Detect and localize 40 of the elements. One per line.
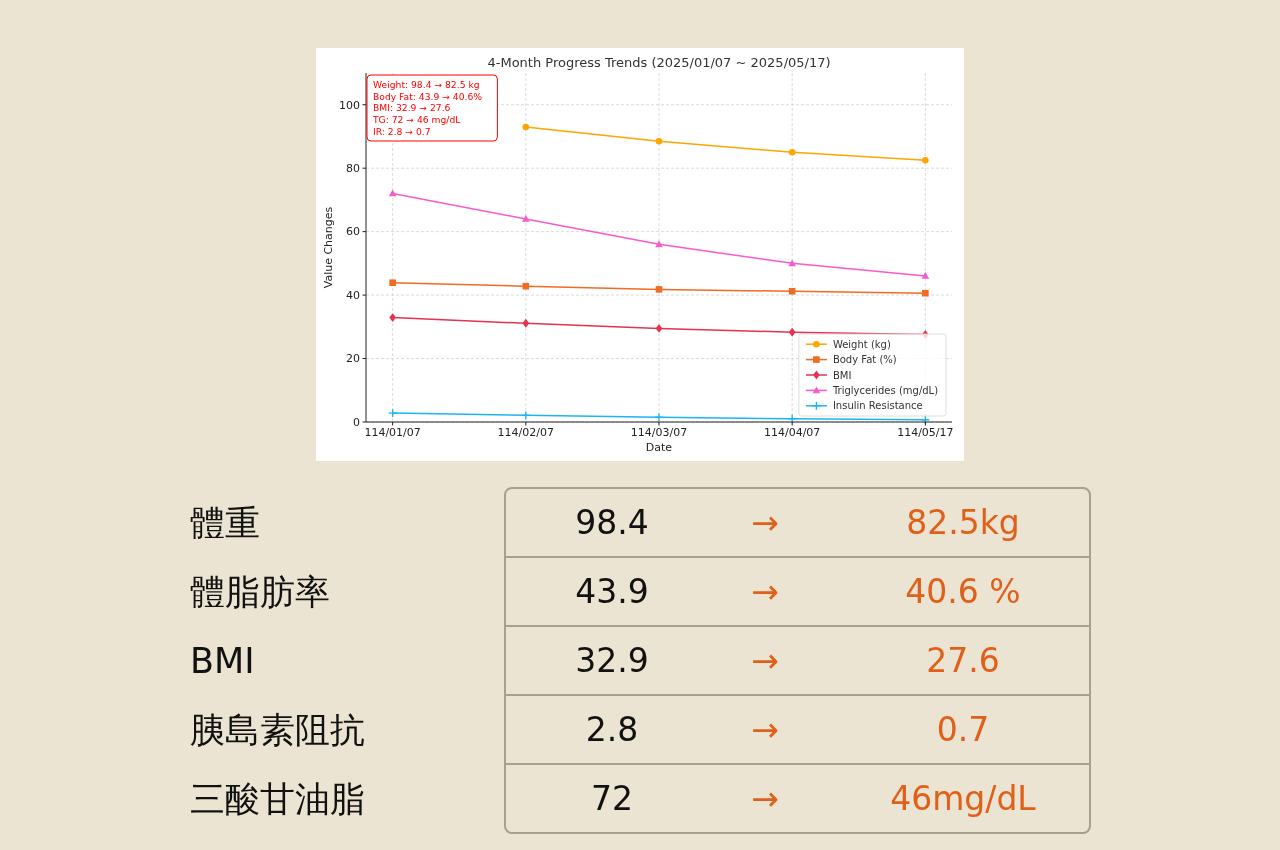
y-axis-title: Value Changes — [322, 206, 335, 289]
text: 體脂肪率 — [190, 572, 330, 613]
x-tick-label: 114/05/17 — [897, 426, 954, 439]
text: 72 — [591, 779, 633, 819]
text: 2.8 — [585, 710, 639, 750]
text: 46mg/dL — [890, 779, 1037, 819]
x-tick-label: 114/04/07 — [763, 426, 821, 439]
y-tick-label: 80 — [346, 162, 360, 176]
text: → — [751, 641, 779, 681]
text: 98.4 — [575, 503, 649, 543]
text: → — [751, 572, 779, 612]
legend-label: Triglycerides (mg/dL) — [831, 384, 939, 396]
legend-label: Insulin Resistance — [832, 400, 923, 412]
x-tick-label: 114/02/07 — [497, 426, 555, 439]
y-tick-label: 100 — [339, 98, 360, 112]
x-axis-title: Date — [645, 441, 673, 454]
text: BMI — [190, 641, 255, 682]
legend-label: BMI — [832, 369, 852, 381]
text: 0.7 — [936, 710, 990, 750]
x-tick-label: 114/01/07 — [364, 426, 421, 439]
annotation: Weight: 98.4 → 82.5 kg Body Fat: 43.9 → 40.6% BMI: 32.9 → 27.6 TG: 72 → 46 mg/dL IR: 2.8 → 0.7 — [372, 79, 483, 137]
text: → — [751, 503, 779, 543]
text: 體重 — [190, 503, 260, 544]
text: 27.6 — [926, 641, 1000, 681]
x-tick-label: 114/03/07 — [630, 426, 688, 439]
text: 82.5kg — [906, 503, 1020, 543]
y-tick-label: 20 — [346, 352, 360, 366]
text: 胰島素阻抗 — [190, 710, 365, 751]
text: 43.9 — [575, 572, 649, 612]
text: 32.9 — [575, 641, 649, 681]
y-tick-label: 40 — [346, 288, 360, 302]
y-tick-label: 0 — [353, 415, 360, 429]
y-tick-label: 60 — [346, 225, 360, 239]
legend-label: Weight (kg) — [832, 338, 891, 350]
chart-title: 4-Month Progress Trends (2025/01/07 ~ 2025/05/17) — [487, 55, 831, 70]
legend-label: Body Fat (%) — [832, 354, 897, 366]
text: 三酸甘油脂 — [190, 779, 365, 820]
text: 40.6 % — [905, 572, 1021, 612]
text: → — [751, 779, 779, 819]
text: → — [751, 710, 779, 750]
